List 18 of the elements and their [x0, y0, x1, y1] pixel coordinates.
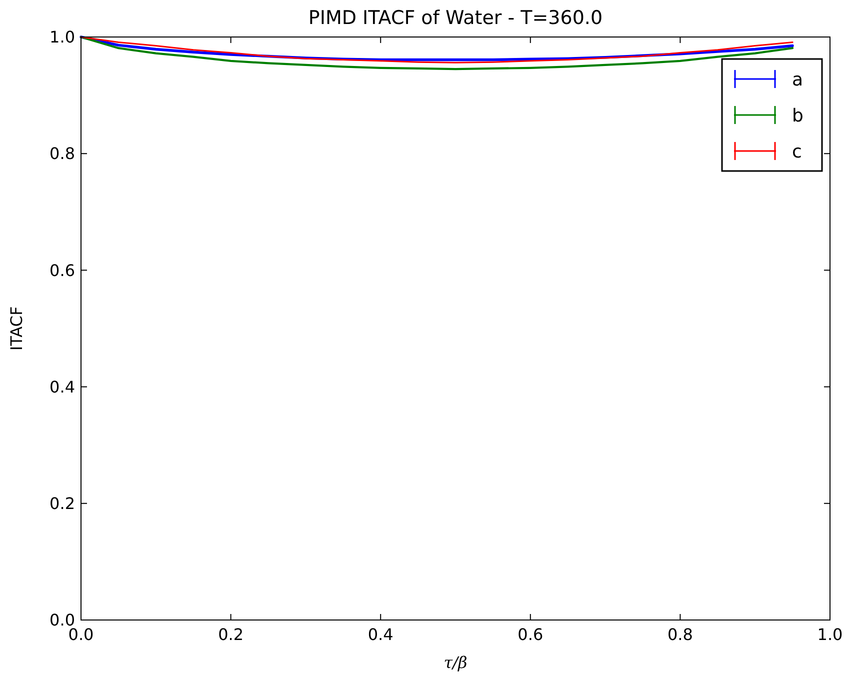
x-tick-label: 0.6 [518, 625, 544, 644]
x-tick-label: 1.0 [817, 625, 843, 644]
x-tick-label: 0.0 [68, 625, 94, 644]
x-tick-label: 0.2 [218, 625, 244, 644]
x-tick-label: 0.8 [667, 625, 693, 644]
y-tick-label: 0.8 [50, 144, 75, 164]
legend-label: c [792, 141, 802, 162]
line-series [80, 36, 794, 70]
y-axis-title: ITACF [7, 306, 26, 351]
y-tick-label: 1.0 [50, 28, 75, 47]
chart-title: PIMD ITACF of Water - T=360.0 [308, 7, 603, 29]
legend-label: a [792, 69, 804, 90]
y-tick-label: 0.4 [50, 377, 75, 396]
y-tick-label: 0.2 [50, 494, 75, 513]
x-axis-title: τ/β [444, 653, 468, 672]
legend-label: b [792, 105, 804, 126]
y-tick-label: 0.6 [50, 260, 75, 280]
x-tick-label: 0.4 [368, 625, 394, 644]
